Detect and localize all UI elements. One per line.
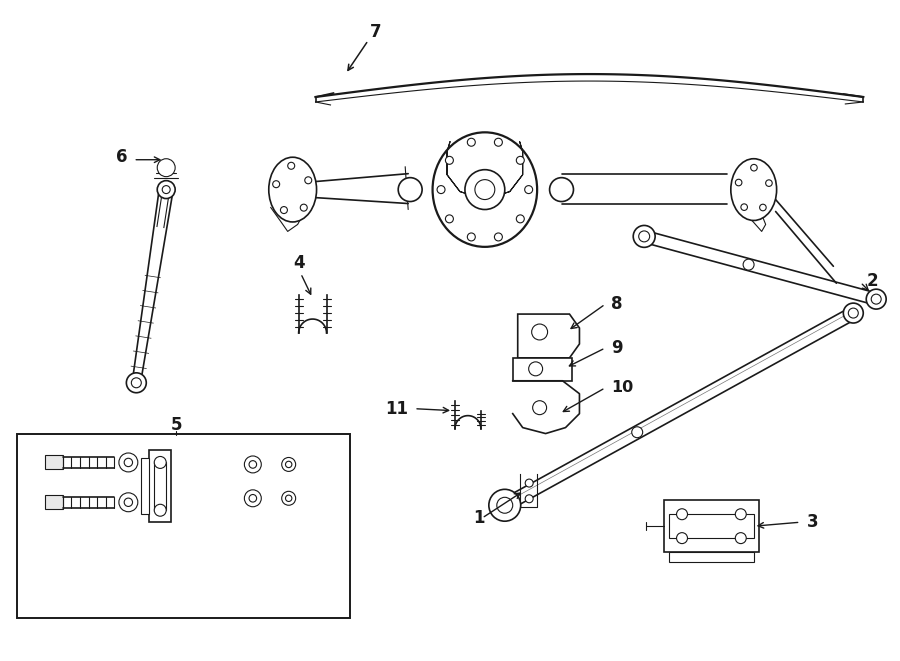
Circle shape xyxy=(285,461,292,467)
Circle shape xyxy=(533,401,546,414)
Circle shape xyxy=(517,215,525,223)
Circle shape xyxy=(526,479,533,487)
Circle shape xyxy=(119,453,138,472)
Circle shape xyxy=(398,178,422,202)
Circle shape xyxy=(760,204,766,211)
Circle shape xyxy=(446,157,454,165)
Circle shape xyxy=(285,495,292,502)
Text: 9: 9 xyxy=(611,339,623,357)
Polygon shape xyxy=(669,514,753,538)
Circle shape xyxy=(245,490,261,507)
Circle shape xyxy=(126,373,147,393)
Text: 6: 6 xyxy=(115,147,127,166)
Ellipse shape xyxy=(433,132,537,247)
Text: 2: 2 xyxy=(866,272,878,290)
Circle shape xyxy=(526,495,533,503)
Circle shape xyxy=(124,498,132,506)
Circle shape xyxy=(550,178,573,202)
Circle shape xyxy=(301,204,307,211)
Circle shape xyxy=(735,509,746,520)
Polygon shape xyxy=(664,500,759,552)
Circle shape xyxy=(634,225,655,247)
Circle shape xyxy=(465,170,505,210)
Circle shape xyxy=(494,138,502,146)
Text: 10: 10 xyxy=(611,380,634,395)
Circle shape xyxy=(735,533,746,543)
Circle shape xyxy=(305,176,311,184)
Circle shape xyxy=(154,504,166,516)
Ellipse shape xyxy=(731,159,777,221)
Circle shape xyxy=(632,427,643,438)
Text: 7: 7 xyxy=(370,23,381,41)
Circle shape xyxy=(843,303,863,323)
Circle shape xyxy=(741,204,748,210)
Circle shape xyxy=(866,289,886,309)
Polygon shape xyxy=(45,495,63,509)
Circle shape xyxy=(489,489,521,521)
Circle shape xyxy=(281,207,287,214)
Bar xyxy=(17,434,350,618)
Text: 4: 4 xyxy=(292,254,304,272)
Polygon shape xyxy=(513,358,572,381)
Circle shape xyxy=(131,378,141,388)
Circle shape xyxy=(528,362,543,376)
Circle shape xyxy=(119,493,138,512)
Text: 3: 3 xyxy=(806,513,818,531)
Text: 11: 11 xyxy=(385,400,409,418)
Circle shape xyxy=(124,458,132,467)
Circle shape xyxy=(677,533,688,543)
Circle shape xyxy=(494,233,502,241)
Text: 8: 8 xyxy=(611,295,623,313)
Ellipse shape xyxy=(269,157,317,222)
Circle shape xyxy=(273,180,280,188)
Circle shape xyxy=(497,497,513,513)
Circle shape xyxy=(639,231,650,242)
Circle shape xyxy=(162,186,170,194)
Text: 5: 5 xyxy=(170,416,182,434)
Text: 1: 1 xyxy=(473,509,485,527)
Circle shape xyxy=(849,308,859,318)
Circle shape xyxy=(437,186,445,194)
Circle shape xyxy=(517,157,525,165)
Circle shape xyxy=(525,186,533,194)
Polygon shape xyxy=(149,451,171,522)
Circle shape xyxy=(282,491,296,505)
Circle shape xyxy=(249,461,256,468)
Polygon shape xyxy=(141,459,149,514)
Circle shape xyxy=(677,509,688,520)
Circle shape xyxy=(249,494,256,502)
Circle shape xyxy=(743,259,754,270)
Circle shape xyxy=(735,179,742,186)
Circle shape xyxy=(467,233,475,241)
Circle shape xyxy=(288,163,294,169)
Circle shape xyxy=(766,180,772,186)
Circle shape xyxy=(467,138,475,146)
Polygon shape xyxy=(518,314,580,358)
Circle shape xyxy=(245,456,261,473)
Polygon shape xyxy=(45,455,63,469)
Circle shape xyxy=(532,324,547,340)
Circle shape xyxy=(282,457,296,471)
Circle shape xyxy=(158,159,176,176)
Circle shape xyxy=(446,215,454,223)
Circle shape xyxy=(475,180,495,200)
Polygon shape xyxy=(669,552,753,562)
Circle shape xyxy=(158,180,176,198)
Circle shape xyxy=(154,457,166,469)
Circle shape xyxy=(871,294,881,304)
Circle shape xyxy=(751,165,757,171)
